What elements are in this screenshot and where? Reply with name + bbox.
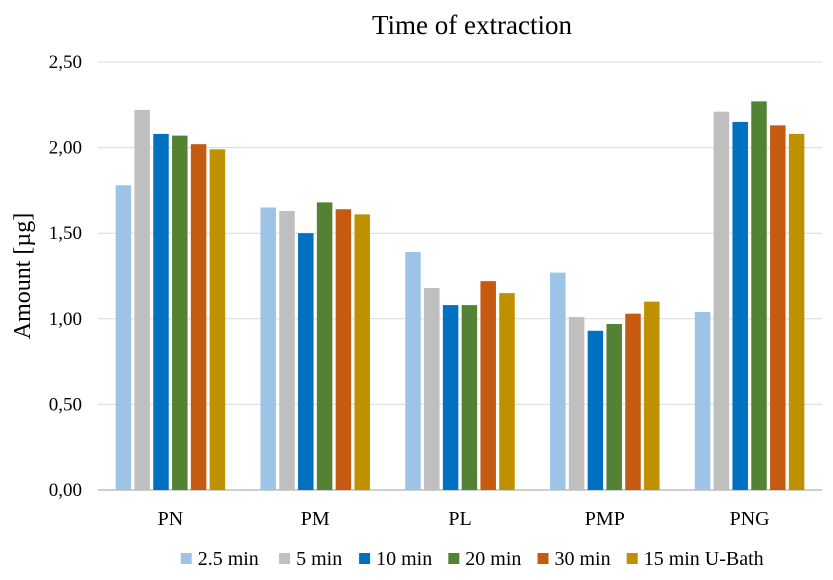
x-tick-label: PM <box>301 508 330 530</box>
bar <box>209 149 226 490</box>
bar <box>625 313 641 490</box>
bar <box>134 109 150 490</box>
y-tick-label: 2,50 <box>49 52 82 73</box>
bar <box>172 135 188 490</box>
bar <box>550 272 566 490</box>
gridlines <box>98 61 822 491</box>
legend-swatch <box>626 553 638 564</box>
y-axis-label: Amount [µg] <box>10 213 36 339</box>
bar <box>405 252 421 490</box>
bar <box>190 144 207 490</box>
bar <box>480 281 496 490</box>
x-tick-label: PL <box>448 508 471 530</box>
legend-label: 30 min <box>555 548 611 570</box>
y-tick-label: 2,00 <box>49 138 82 159</box>
bar <box>732 121 748 491</box>
bar <box>461 305 478 490</box>
bar <box>770 125 786 491</box>
legend-label: 10 min <box>376 548 432 570</box>
bar <box>316 202 333 490</box>
bar <box>260 207 276 490</box>
y-tick-label: 0,50 <box>49 394 82 415</box>
legend-label: 2.5 min <box>198 548 259 570</box>
bar <box>568 317 585 490</box>
legend-label: 20 min <box>465 548 521 570</box>
x-axis-ticks: PN PM PL PMP PNG <box>158 508 770 530</box>
legend-swatch <box>359 553 371 564</box>
legend-swatch <box>448 553 460 564</box>
bar <box>499 293 515 490</box>
bars <box>115 101 805 491</box>
bar <box>788 133 805 491</box>
bar <box>644 301 660 490</box>
bar <box>335 209 352 490</box>
x-tick-label: PN <box>158 508 184 530</box>
bar <box>298 233 314 490</box>
bar <box>694 311 711 490</box>
x-tick-label: PMP <box>585 508 625 530</box>
legend-label: 15 min U-Bath <box>644 548 764 570</box>
bar <box>751 101 767 490</box>
legend-swatch <box>180 553 192 564</box>
legend-label: 5 min <box>296 548 342 570</box>
bar <box>606 323 622 490</box>
bar <box>153 133 169 491</box>
x-tick-label: PNG <box>730 508 770 530</box>
bar <box>279 210 295 490</box>
legend-swatch <box>279 553 291 564</box>
bar <box>587 330 604 490</box>
y-axis-ticks: 0,00 0,50 1,00 1,50 2,00 2,50 <box>49 52 82 501</box>
bar <box>115 185 132 490</box>
bar <box>442 305 459 490</box>
bar <box>354 214 370 491</box>
chart-title: Time of extraction <box>372 10 572 40</box>
y-tick-label: 1,50 <box>49 223 82 244</box>
bar <box>713 111 730 490</box>
y-tick-label: 0,00 <box>49 480 82 501</box>
y-tick-label: 1,00 <box>49 309 82 330</box>
bar <box>424 287 440 490</box>
legend: 2.5 min 5 min 10 min 20 min 30 min 15 min U-B… <box>180 548 764 570</box>
legend-swatch <box>537 553 549 564</box>
